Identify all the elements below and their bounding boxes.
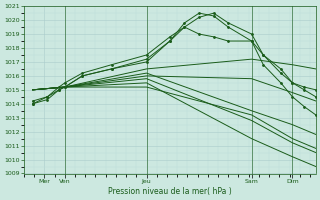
X-axis label: Pression niveau de la mer( hPa ): Pression niveau de la mer( hPa ) [108,187,232,196]
